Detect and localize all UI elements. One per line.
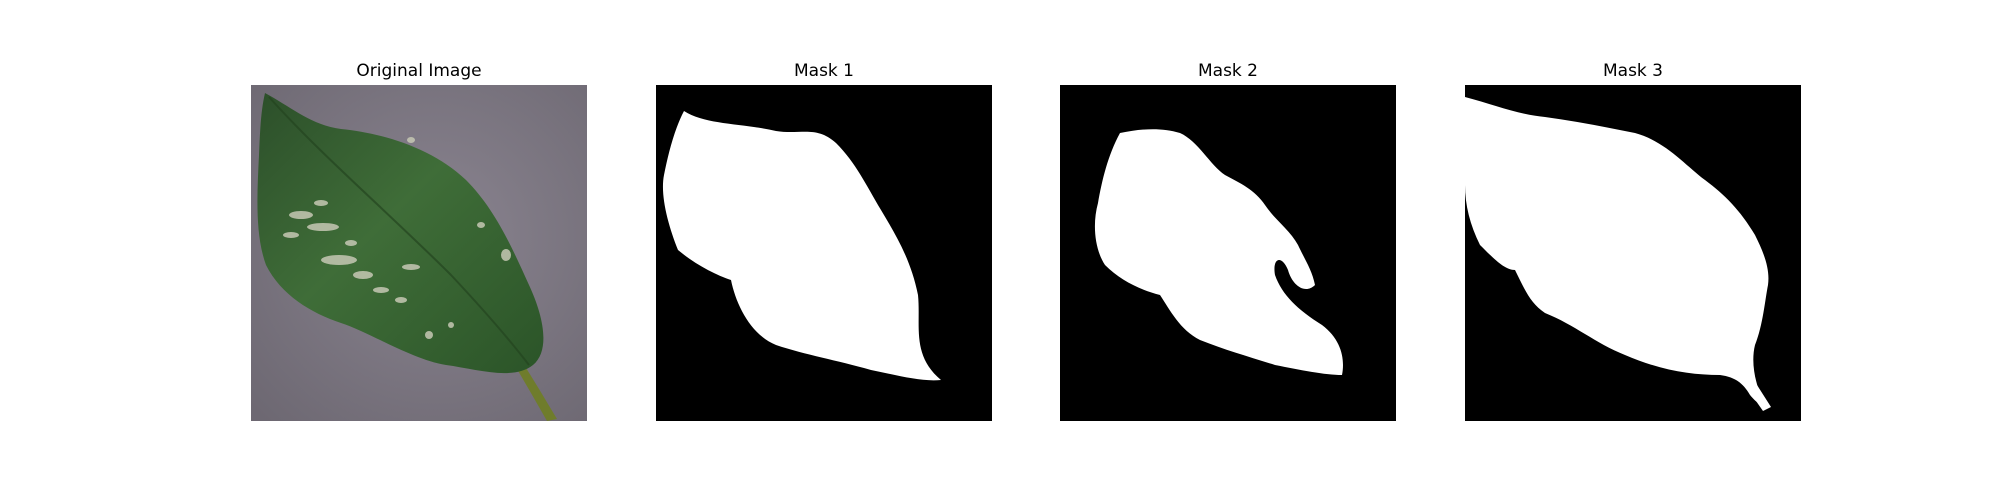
disease-spots xyxy=(283,137,511,339)
panel-mask-3: Mask 3 xyxy=(1465,60,1801,421)
panel-title: Mask 3 xyxy=(1602,61,1663,81)
mask-1-image xyxy=(656,85,992,421)
mask-3-region xyxy=(1465,97,1769,405)
mask-1-region xyxy=(662,111,941,381)
mask-3-stem xyxy=(1745,375,1771,411)
panel-title: Mask 2 xyxy=(1197,61,1258,81)
panel-mask-2: Mask 2 xyxy=(1060,60,1396,421)
original-leaf-image xyxy=(251,85,587,421)
leaf-blade xyxy=(257,93,544,374)
panel-mask-1: Mask 1 xyxy=(656,60,992,421)
mask-3-image xyxy=(1465,85,1801,421)
panel-title: Mask 1 xyxy=(793,61,854,81)
panel-original: Original Image xyxy=(251,60,587,421)
leaf-stem xyxy=(517,363,557,421)
panel-title: Original Image xyxy=(356,61,482,81)
mask-2-image xyxy=(1060,85,1396,421)
mask-2-region xyxy=(1094,129,1343,375)
leaf-midrib xyxy=(268,96,530,366)
